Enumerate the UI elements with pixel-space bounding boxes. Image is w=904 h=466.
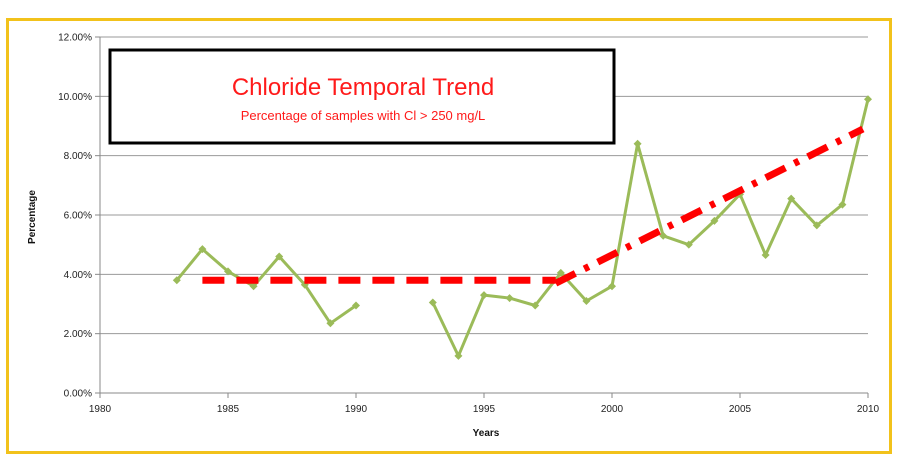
y-tick-label: 6.00% [64, 211, 92, 222]
y-tick-label: 4.00% [64, 270, 92, 281]
chart-title: Chloride Temporal Trend [232, 74, 494, 101]
y-axis-title: Percentage [27, 190, 38, 244]
y-tick-label: 8.00% [64, 151, 92, 162]
x-tick-label: 1980 [89, 404, 112, 415]
y-tick-label: 10.00% [58, 92, 92, 103]
y-tick-label: 2.00% [64, 329, 92, 340]
y-tick-label: 0.00% [64, 389, 92, 400]
trend-line [554, 125, 865, 287]
x-tick-label: 1995 [473, 404, 496, 415]
data-point [659, 231, 668, 240]
data-point [172, 276, 181, 285]
trend-lines [202, 125, 865, 287]
series-line [175, 247, 357, 325]
chart-subtitle: Percentage of samples with Cl > 250 mg/L [241, 108, 486, 123]
data-point [428, 298, 437, 307]
data-point [684, 240, 693, 249]
data-point [787, 194, 796, 203]
x-axis-title: Years [473, 428, 500, 439]
data-point [838, 200, 847, 209]
series-line [431, 98, 870, 358]
data-point [224, 267, 232, 276]
data-point [352, 301, 360, 310]
data-point [326, 319, 335, 328]
data-point [710, 216, 719, 225]
data-point [812, 221, 821, 230]
data-series [172, 95, 872, 360]
x-tick-label: 2000 [601, 404, 624, 415]
x-tick-label: 2005 [729, 404, 752, 415]
data-point [198, 245, 207, 254]
data-point [556, 268, 565, 277]
title-box: Chloride Temporal Trend Percentage of sa… [108, 48, 616, 145]
data-point [275, 252, 284, 261]
data-point [608, 282, 616, 291]
x-tick-labels: 1980 1985 1990 1995 2000 2005 2010 [89, 404, 880, 415]
x-tick-label: 2010 [857, 404, 880, 415]
y-tick-labels: 0.00% 2.00% 4.00% 6.00% 8.00% 10.00% 12.00% [58, 33, 92, 400]
data-point [633, 139, 642, 148]
x-tick-label: 1990 [345, 404, 368, 415]
data-point [249, 282, 258, 291]
data-point [531, 301, 540, 310]
data-point [505, 294, 514, 303]
data-point [454, 351, 463, 360]
data-point [864, 95, 872, 104]
y-tick-label: 12.00% [58, 33, 92, 44]
x-tick-label: 1985 [217, 404, 240, 415]
data-point [480, 291, 488, 300]
data-point [761, 251, 770, 260]
axes [95, 36, 869, 398]
data-point [582, 297, 591, 306]
